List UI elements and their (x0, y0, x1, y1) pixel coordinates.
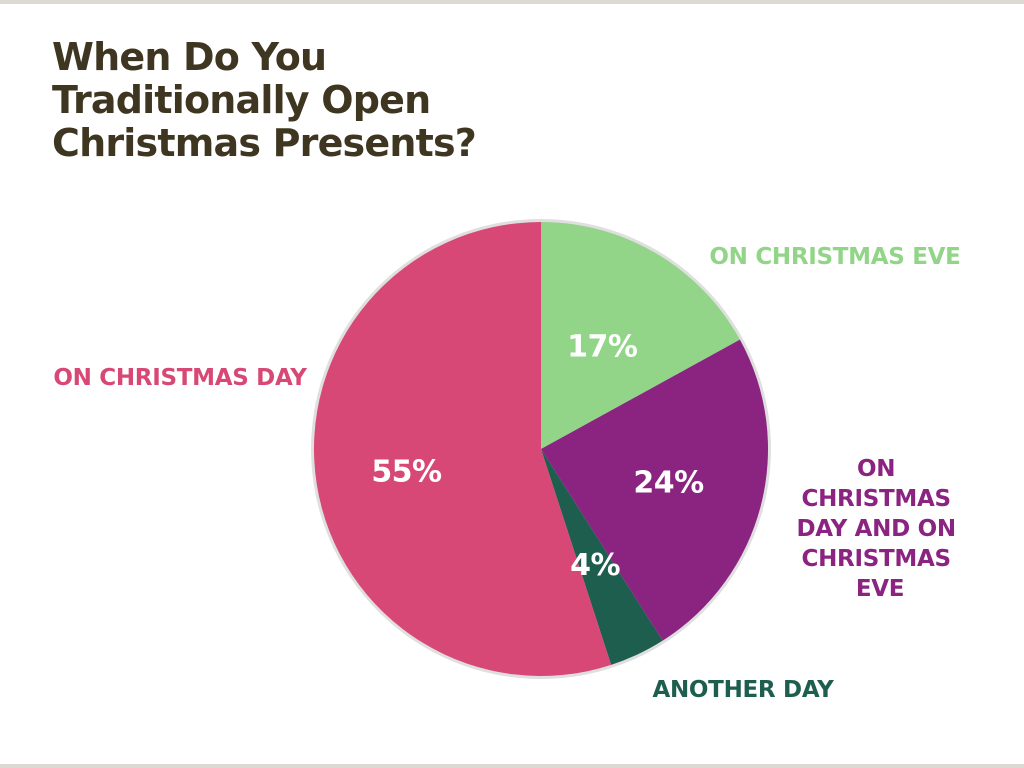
pie-value-labels: 17% 24% 4% 55% (371, 329, 704, 583)
chart-title: When Do You Traditionally Open Christmas… (52, 36, 532, 165)
pie-slices (314, 221, 768, 677)
pie-value-label-2: 24% (633, 466, 704, 501)
slice-label-christmas-day-and-eve: ON CHRISTMAS DAY AND ON CHRISTMAS EVE (796, 456, 963, 602)
top-rule (0, 0, 1024, 4)
pie-value-label-4: 55% (371, 454, 442, 489)
chart-title-line-2: Traditionally Open (52, 78, 431, 122)
bottom-rule (0, 764, 1024, 768)
pie-value-label-3: 4% (570, 548, 620, 583)
pie-value-label-1: 17% (567, 329, 638, 364)
pie-slice-2 (541, 339, 768, 641)
slice-label-christmas-eve: ON CHRISTMAS EVE (709, 244, 960, 270)
pie-slice-1 (541, 222, 740, 449)
chart-title-line-1: When Do You (52, 35, 327, 79)
slice-label-christmas-day: ON CHRISTMAS DAY (53, 365, 307, 391)
chart-title-line-3: Christmas Presents? (52, 121, 477, 165)
pie-slice-3 (541, 449, 663, 665)
slice-label-another-day: ANOTHER DAY (652, 677, 834, 703)
pie-slice-4 (314, 221, 612, 677)
